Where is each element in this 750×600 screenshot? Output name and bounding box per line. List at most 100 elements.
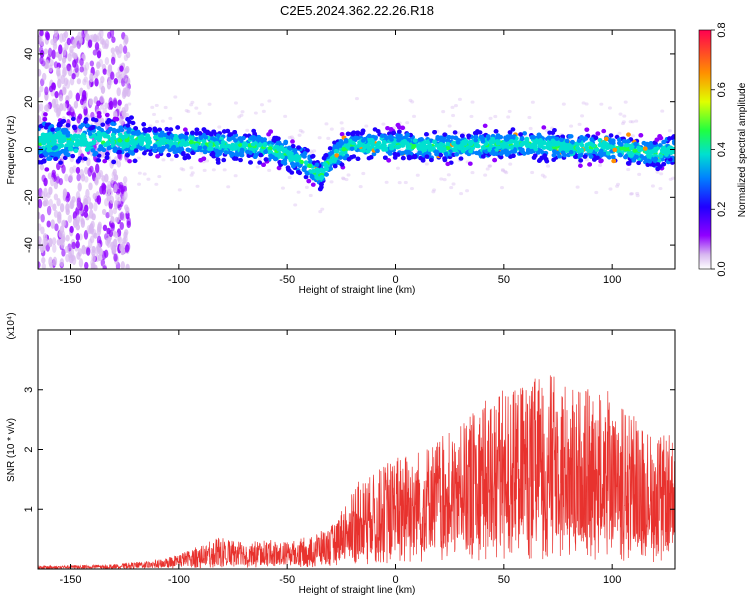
heat-cell (533, 139, 538, 145)
heat-cell (123, 134, 129, 139)
heat-cell (295, 156, 301, 161)
heat-cell (90, 124, 96, 130)
heat-speckle (102, 68, 107, 75)
heat-cell (391, 130, 397, 136)
heat-cell (70, 153, 76, 159)
heat-cell (164, 126, 170, 132)
heat-speckle (83, 30, 89, 36)
heat-speckle (261, 109, 266, 113)
heat-cell (430, 146, 436, 151)
heat-cell (507, 130, 513, 135)
heat-speckle (189, 166, 194, 170)
heat-speckle (179, 167, 184, 171)
heat-speckle (53, 61, 59, 69)
heat-cell (524, 138, 530, 143)
heat-speckle (104, 43, 109, 50)
heat-cell (230, 135, 236, 141)
heat-speckle (655, 170, 660, 174)
heat-speckle (569, 124, 574, 128)
heat-cell (229, 151, 235, 156)
spectrogram-x-ticks: -150 -100 -50 0 50 100 (59, 30, 621, 286)
heat-cell (210, 150, 216, 156)
heat-cell (619, 146, 624, 151)
heat-cell (657, 143, 663, 148)
heat-speckle (45, 32, 50, 41)
heat-cell (261, 162, 266, 167)
heat-cell (550, 138, 556, 143)
heat-cell (129, 145, 135, 151)
heat-cell (324, 166, 330, 172)
heat-speckle (50, 219, 55, 229)
heat-speckle (95, 163, 100, 174)
heat-cell (164, 144, 170, 149)
heat-cell (208, 146, 214, 151)
heat-cell (510, 135, 516, 140)
heat-speckle (561, 102, 566, 106)
heat-cell (201, 138, 207, 144)
heat-speckle (96, 242, 101, 253)
heat-cell (286, 145, 292, 151)
heat-speckle (91, 253, 96, 263)
heat-cell (382, 155, 388, 160)
heat-cell (577, 163, 583, 168)
heat-speckle (186, 109, 191, 114)
heat-cell (459, 133, 465, 139)
colorbar-tick-label: 0.6 (716, 82, 728, 97)
heat-cell (82, 156, 88, 161)
heat-speckle (317, 136, 322, 140)
heat-cell (201, 132, 207, 138)
heat-cell (434, 151, 440, 157)
heat-speckle (57, 78, 62, 89)
heat-cell (651, 162, 657, 168)
heat-cell (466, 133, 472, 138)
heat-speckle (530, 100, 535, 104)
heat-speckle (38, 211, 41, 220)
heat-speckle (154, 103, 159, 108)
heat-cell (588, 148, 593, 154)
heat-cell (263, 157, 269, 162)
heat-cell (250, 142, 256, 147)
heat-cell (171, 144, 177, 150)
heat-speckle (96, 100, 101, 107)
heat-cell (360, 128, 366, 133)
heat-cell (50, 142, 56, 147)
heat-speckle (584, 157, 589, 162)
heat-speckle (90, 111, 95, 119)
heat-cell (304, 171, 310, 176)
heat-speckle (116, 160, 122, 168)
heat-cell (610, 154, 616, 160)
heat-speckle (41, 60, 46, 67)
heat-cell (576, 149, 582, 154)
heat-speckle (83, 194, 88, 205)
heat-speckle (107, 31, 112, 39)
heat-cell (395, 152, 401, 157)
heat-cell (519, 136, 525, 142)
heat-cell (323, 153, 329, 158)
heat-speckle (637, 172, 642, 176)
heat-cell (178, 142, 184, 147)
heat-speckle (43, 177, 48, 187)
heat-speckle (118, 184, 124, 193)
heat-speckle (65, 195, 70, 203)
heat-cell (428, 157, 434, 163)
colorbar-tick-label: 0.2 (716, 202, 728, 217)
heat-speckle (217, 125, 222, 129)
heat-speckle (283, 114, 288, 118)
heat-speckle (117, 99, 122, 106)
heat-cell (498, 134, 503, 140)
heat-cell (202, 145, 208, 150)
heat-speckle (68, 174, 74, 182)
heat-cell (370, 139, 375, 144)
heat-speckle (470, 170, 475, 175)
snr-series-line (38, 375, 675, 569)
heat-speckle (340, 127, 345, 131)
heat-speckle (190, 171, 195, 175)
heat-speckle (581, 101, 586, 105)
heat-cell (129, 135, 135, 140)
heat-speckle (237, 115, 242, 119)
heat-cell (248, 160, 253, 165)
y-tick-label: 3 (23, 387, 35, 393)
heat-cell (637, 147, 643, 153)
heat-cell (661, 139, 667, 145)
heat-speckle (152, 112, 157, 117)
